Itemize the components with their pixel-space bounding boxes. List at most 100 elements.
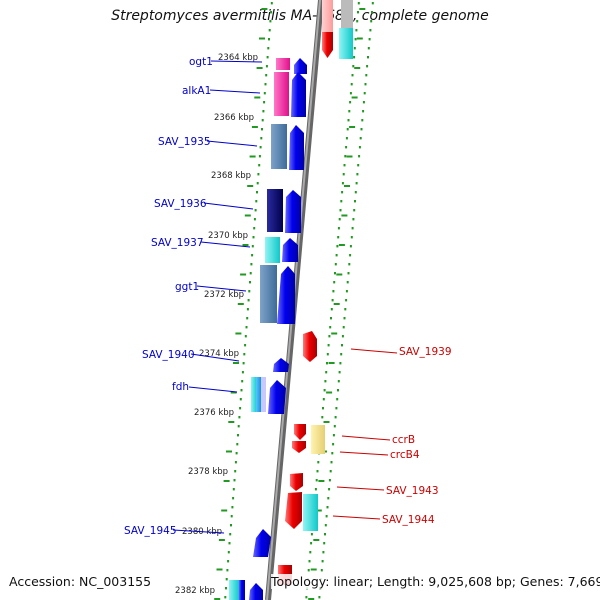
accession-text: Accession: NC_003155 bbox=[9, 574, 152, 589]
track-dot bbox=[247, 299, 250, 302]
gene-label-SAV_1944[interactable]: SAV_1944 bbox=[382, 514, 435, 526]
track-dot bbox=[353, 56, 356, 59]
track-dot bbox=[329, 326, 332, 329]
gene-SAV_1944[interactable] bbox=[285, 492, 302, 529]
track-dot bbox=[251, 245, 254, 248]
leader-line bbox=[190, 353, 240, 362]
gene-SAV_1936[interactable] bbox=[285, 190, 301, 233]
gene-label-SAV_1943[interactable]: SAV_1943 bbox=[386, 485, 439, 497]
track-dot bbox=[330, 308, 333, 311]
gene-block-cyan[interactable] bbox=[265, 237, 280, 263]
position-tick bbox=[254, 96, 261, 99]
gene-label-ccrB[interactable]: ccrB bbox=[392, 434, 415, 446]
track-dot bbox=[355, 29, 358, 32]
track-dot bbox=[347, 272, 350, 275]
position-tick bbox=[228, 421, 235, 423]
gene-SAV_1943[interactable] bbox=[290, 473, 303, 491]
track-dot bbox=[251, 254, 254, 257]
track-dot bbox=[244, 335, 247, 338]
gene-label-SAV_1939[interactable]: SAV_1939 bbox=[399, 346, 452, 358]
gene-label-SAV_1940[interactable]: SAV_1940 bbox=[142, 349, 195, 361]
gene-SAV_1937[interactable] bbox=[282, 238, 298, 262]
track-dot bbox=[352, 65, 355, 68]
kbp-tick-label: 2368 kbp bbox=[211, 171, 251, 181]
gene-label-SAV_1937[interactable]: SAV_1937 bbox=[151, 237, 204, 249]
forward-gene-labels: ogt1 alkA1 SAV_1935 SAV_1936 SAV_1937 gg… bbox=[124, 56, 263, 537]
gene-label-SAV_1936[interactable]: SAV_1936 bbox=[154, 198, 207, 210]
gene-SAV_1940[interactable] bbox=[273, 358, 289, 372]
track-dot bbox=[241, 371, 244, 374]
gene-label-crcB4[interactable]: crcB4 bbox=[390, 449, 420, 461]
kbp-scale: 2364 kbp 2366 kbp 2368 kbp 2370 kbp 2372… bbox=[175, 53, 258, 596]
kbp-tick-label: 2376 kbp bbox=[194, 408, 234, 418]
gene-block-sky[interactable] bbox=[256, 377, 261, 412]
gene-ggt1[interactable] bbox=[277, 266, 295, 324]
track-dot bbox=[268, 29, 271, 32]
position-tick bbox=[351, 96, 358, 99]
gene-block[interactable] bbox=[249, 583, 263, 600]
gene-alkA1[interactable] bbox=[291, 72, 306, 117]
track-dot bbox=[354, 38, 357, 41]
track-dot bbox=[256, 182, 259, 185]
track-dot bbox=[349, 92, 352, 95]
track-dot bbox=[310, 542, 313, 545]
position-tick bbox=[261, 8, 268, 10]
track-dot bbox=[253, 218, 256, 221]
track-dot bbox=[330, 461, 333, 464]
gene-SAV_1939[interactable] bbox=[303, 331, 317, 362]
track-dot bbox=[341, 344, 343, 347]
position-ticks bbox=[214, 8, 366, 600]
track-boundary-dots bbox=[224, 2, 374, 599]
track-dot bbox=[341, 191, 344, 194]
track-dot bbox=[332, 290, 335, 293]
kbp-tick-label: 2364 kbp bbox=[218, 53, 258, 63]
gene-block-pink[interactable] bbox=[276, 58, 290, 70]
gene-block[interactable] bbox=[339, 28, 353, 59]
gene-block[interactable] bbox=[341, 0, 353, 30]
track-dot bbox=[265, 65, 268, 68]
gene-ccrB[interactable] bbox=[294, 424, 306, 440]
track-dot bbox=[328, 479, 331, 482]
reverse-gene-arrow[interactable] bbox=[322, 32, 333, 58]
leader-line bbox=[196, 285, 247, 292]
gene-block-cyan[interactable] bbox=[251, 377, 257, 412]
gene-block[interactable] bbox=[322, 0, 333, 47]
track-dot bbox=[336, 398, 339, 401]
gene-block-navy[interactable] bbox=[267, 189, 283, 232]
gene-fdh[interactable] bbox=[268, 380, 286, 414]
gene-crcB4[interactable] bbox=[292, 441, 306, 453]
track-dot bbox=[235, 452, 238, 455]
gene-block-pink[interactable] bbox=[274, 72, 289, 116]
gene-block[interactable] bbox=[239, 580, 245, 600]
gene-SAV_1945[interactable] bbox=[253, 529, 271, 557]
gene-block-khaki[interactable] bbox=[311, 425, 325, 454]
track-dot bbox=[317, 461, 320, 464]
gene-label-SAV_1935[interactable]: SAV_1935 bbox=[158, 136, 211, 148]
kbp-tick-label: 2370 kbp bbox=[208, 231, 248, 241]
gene-block-steel[interactable] bbox=[271, 124, 287, 169]
track-dot bbox=[258, 155, 261, 158]
gene-block[interactable] bbox=[229, 580, 239, 600]
track-dot bbox=[249, 272, 252, 275]
gene-label-ggt1[interactable]: ggt1 bbox=[175, 281, 199, 293]
track-dot bbox=[353, 47, 356, 50]
gene-ogt1[interactable] bbox=[294, 58, 307, 74]
gene-block-cyan[interactable] bbox=[303, 494, 318, 531]
track-dot bbox=[244, 344, 247, 347]
gene-block-steel[interactable] bbox=[260, 265, 277, 323]
track-dot bbox=[225, 587, 227, 590]
track-dot bbox=[344, 308, 347, 311]
track-dot bbox=[345, 299, 348, 302]
gene-SAV_1935[interactable] bbox=[289, 125, 304, 170]
track-dot bbox=[371, 2, 374, 5]
track-dot bbox=[234, 470, 237, 473]
gene-label-alkA1[interactable]: alkA1 bbox=[182, 85, 211, 97]
gene-label-ogt1[interactable]: ogt1 bbox=[189, 56, 213, 68]
gene-label-SAV_1945[interactable]: SAV_1945 bbox=[124, 525, 177, 537]
track-dot bbox=[322, 398, 325, 401]
position-tick bbox=[233, 362, 239, 364]
track-dot bbox=[354, 191, 357, 194]
position-tick bbox=[247, 185, 254, 187]
gene-block-lavender[interactable] bbox=[261, 377, 266, 412]
gene-label-fdh[interactable]: fdh bbox=[172, 381, 189, 393]
